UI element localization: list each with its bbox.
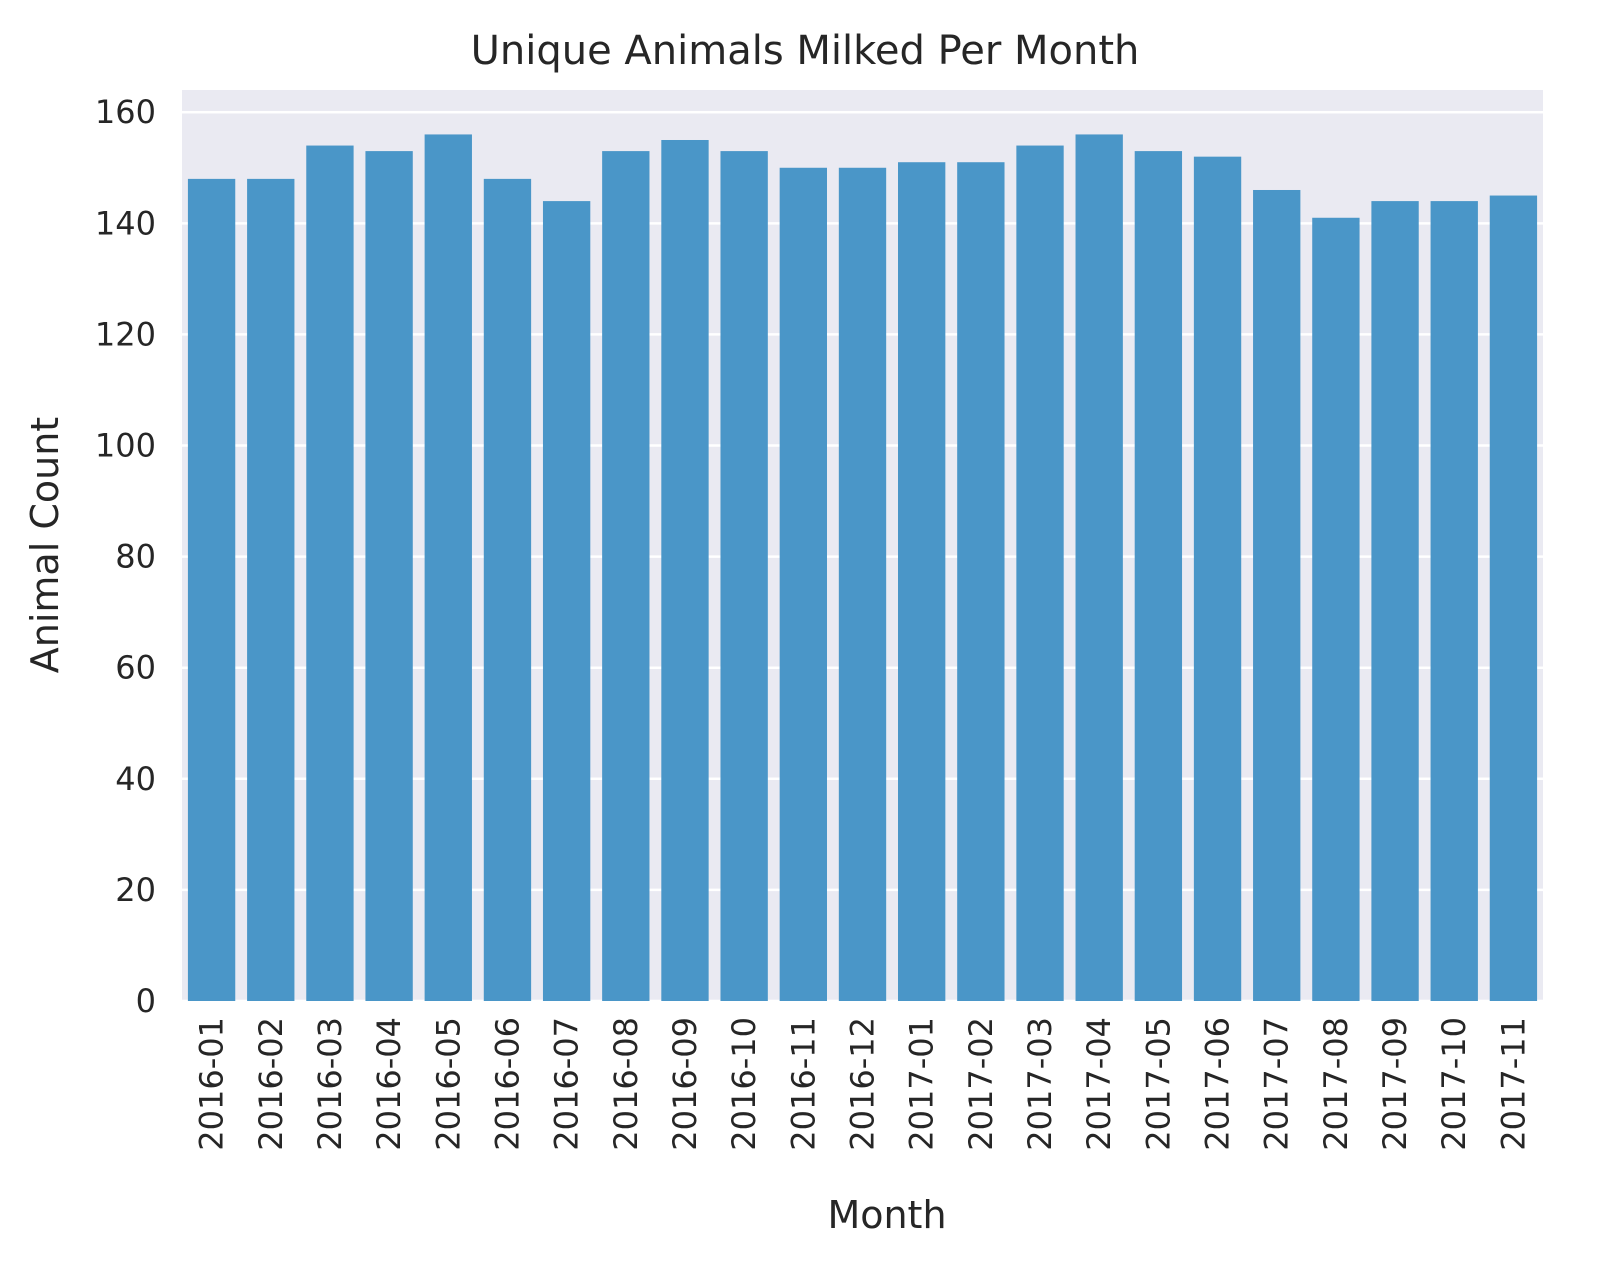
x-tick-label: 2016-08 xyxy=(607,1017,645,1151)
chart-title: Unique Animals Milked Per Month xyxy=(471,28,1140,74)
y-tick-label: 0 xyxy=(136,982,156,1020)
y-tick-label: 140 xyxy=(95,204,156,242)
y-tick-label: 40 xyxy=(115,760,156,798)
y-axis-label: Animal Count xyxy=(23,417,67,673)
x-tick-label: 2017-09 xyxy=(1376,1017,1414,1151)
bar xyxy=(1193,156,1242,1001)
bar xyxy=(424,134,472,1001)
x-tick-label: 2016-07 xyxy=(548,1017,586,1151)
y-tick-label: 60 xyxy=(115,649,156,687)
bar xyxy=(838,167,887,1001)
bar xyxy=(483,178,532,1001)
x-tick-label: 2017-04 xyxy=(1080,1017,1118,1151)
x-tick-label: 2016-05 xyxy=(429,1017,467,1151)
x-tick-label: 2016-10 xyxy=(725,1017,763,1151)
x-tick-label: 2016-04 xyxy=(370,1017,408,1151)
bar xyxy=(779,167,827,1001)
bar xyxy=(1489,195,1538,1002)
x-tick-label: 2017-02 xyxy=(962,1017,1000,1151)
x-tick-label: 2016-11 xyxy=(784,1017,822,1151)
bar xyxy=(542,201,591,1002)
bars xyxy=(187,134,1538,1002)
x-tick-label: 2016-06 xyxy=(488,1017,526,1151)
bar xyxy=(1075,134,1123,1001)
bar xyxy=(957,162,1005,1002)
bar xyxy=(602,151,650,1002)
x-tick-label: 2017-03 xyxy=(1021,1017,1059,1151)
bar xyxy=(306,145,354,1002)
bar xyxy=(1253,189,1301,1002)
bar xyxy=(187,178,236,1001)
bar xyxy=(720,151,768,1002)
bar xyxy=(1016,145,1064,1002)
bar xyxy=(1134,151,1183,1002)
y-tick-label: 100 xyxy=(95,427,156,465)
bar xyxy=(365,151,413,1002)
y-tick-label: 20 xyxy=(115,871,156,909)
bar xyxy=(661,139,709,1001)
x-tick-labels: 2016-01 2016-02 2016-03 2016-04 2016-05 2016-… xyxy=(193,1017,1533,1151)
x-tick-label: 2017-06 xyxy=(1199,1017,1237,1151)
x-tick-label: 2016-01 xyxy=(193,1017,231,1151)
x-tick-label: 2017-01 xyxy=(903,1017,941,1151)
bar xyxy=(247,178,295,1001)
x-tick-label: 2017-08 xyxy=(1317,1017,1355,1151)
x-tick-label: 2016-12 xyxy=(844,1017,882,1151)
x-tick-label: 2017-11 xyxy=(1494,1017,1532,1151)
bar xyxy=(898,162,946,1002)
y-tick-labels: 0 20 40 60 80 100 120 140 160 xyxy=(95,93,156,1020)
x-tick-label: 2016-02 xyxy=(252,1017,290,1151)
x-tick-label: 2016-09 xyxy=(666,1017,704,1151)
x-tick-label: 2016-03 xyxy=(311,1017,349,1151)
x-tick-label: 2017-07 xyxy=(1258,1017,1296,1151)
x-tick-label: 2017-10 xyxy=(1435,1017,1473,1151)
bar xyxy=(1430,201,1478,1002)
x-axis-label: Month xyxy=(827,1193,946,1237)
y-tick-label: 120 xyxy=(95,315,156,353)
bar xyxy=(1371,201,1419,1002)
x-tick-label: 2017-05 xyxy=(1139,1017,1177,1151)
y-tick-label: 160 xyxy=(95,93,156,131)
y-tick-label: 80 xyxy=(115,538,156,576)
bar xyxy=(1312,217,1360,1001)
